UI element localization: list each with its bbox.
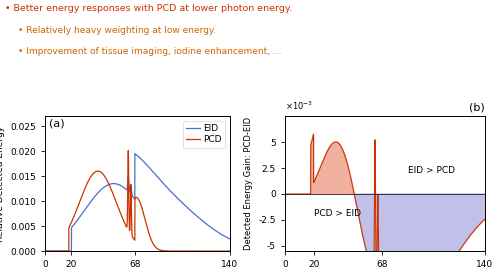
- PCD: [121, 220, 127, 223]
- EID: [224, 236, 230, 239]
- Line: EID: EID: [45, 154, 230, 251]
- Legend: EID, PCD: EID, PCD: [182, 121, 226, 148]
- Text: (a): (a): [48, 119, 64, 129]
- EID: [227, 238, 233, 241]
- Text: • Improvement of tissue imaging, iodine enhancement, ...: • Improvement of tissue imaging, iodine …: [18, 47, 281, 56]
- Text: EID > PCD: EID > PCD: [408, 166, 455, 175]
- EID: [132, 152, 138, 155]
- PCD: [204, 249, 210, 253]
- Line: PCD: PCD: [45, 150, 230, 251]
- PCD: [125, 149, 131, 152]
- Text: $\times10^{-3}$: $\times10^{-3}$: [285, 100, 313, 112]
- PCD: [113, 200, 119, 203]
- PCD: [74, 207, 80, 210]
- PCD: [42, 249, 48, 253]
- PCD: [224, 249, 230, 253]
- EID: [63, 249, 69, 253]
- PCD: [63, 249, 69, 253]
- Text: PCD > EID: PCD > EID: [314, 209, 360, 218]
- Text: • Relatively heavy weighting at low energy.: • Relatively heavy weighting at low ener…: [18, 26, 216, 35]
- EID: [74, 219, 80, 222]
- Text: (b): (b): [469, 102, 485, 112]
- EID: [121, 186, 127, 189]
- EID: [42, 249, 48, 253]
- EID: [204, 222, 210, 226]
- EID: [113, 182, 119, 185]
- PCD: [227, 249, 233, 253]
- Y-axis label: Relative Detected Energy: Relative Detected Energy: [0, 126, 4, 242]
- Text: • Better energy responses with PCD at lower photon energy.: • Better energy responses with PCD at lo…: [5, 4, 292, 13]
- Y-axis label: Detected Energy Gain: PCD-EID: Detected Energy Gain: PCD-EID: [244, 117, 253, 250]
